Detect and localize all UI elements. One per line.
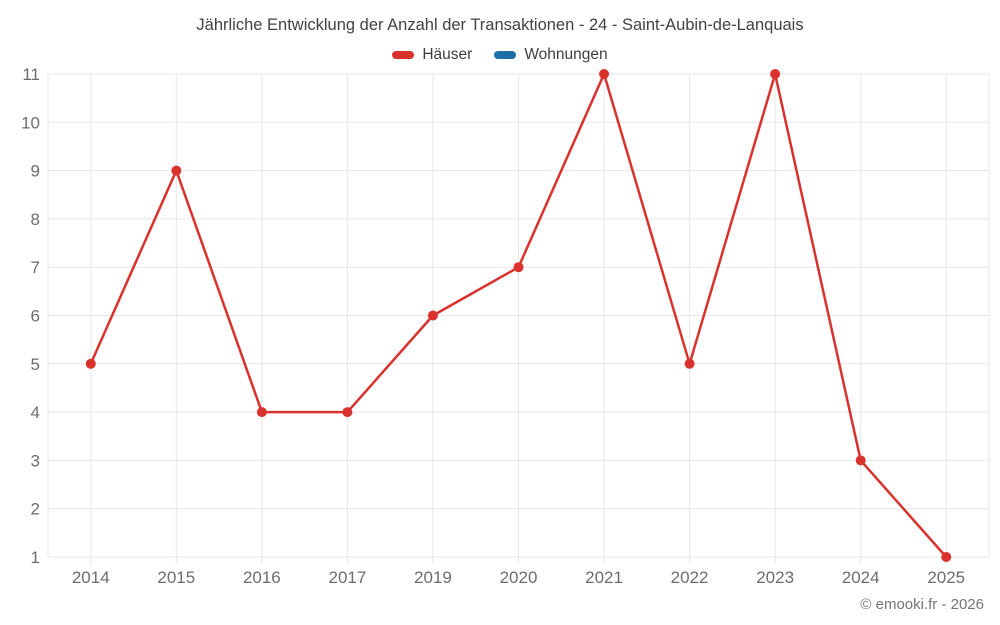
x-axis-label: 2025: [927, 568, 965, 587]
legend-swatch-hauser-icon: [392, 51, 415, 59]
x-axis-label: 2016: [243, 568, 281, 587]
x-axis-label: 2014: [72, 568, 110, 587]
y-axis-label: 10: [21, 113, 40, 132]
y-axis-label: 9: [31, 162, 40, 181]
data-point[interactable]: [941, 552, 952, 562]
legend-item-hauser[interactable]: Häuser: [392, 46, 472, 64]
y-axis-label: 8: [31, 210, 40, 229]
y-axis-label: 5: [31, 355, 40, 374]
data-point[interactable]: [342, 407, 353, 418]
x-axis-label: 2015: [157, 568, 195, 587]
y-axis-label: 7: [31, 258, 40, 277]
chart-title: Jährliche Entwicklung der Anzahl der Tra…: [196, 16, 804, 34]
y-axis-label: 3: [31, 451, 40, 470]
y-axis-label: 6: [31, 307, 40, 326]
legend-label-hauser: Häuser: [422, 46, 473, 63]
data-point[interactable]: [171, 165, 182, 176]
x-axis-label: 2019: [414, 568, 452, 587]
x-axis-label: 2020: [500, 568, 538, 587]
data-point[interactable]: [85, 358, 96, 369]
x-axis-label: 2021: [585, 568, 623, 587]
data-point[interactable]: [599, 69, 610, 79]
y-axis-label: 2: [31, 500, 40, 519]
x-axis-label: 2017: [328, 568, 366, 587]
data-point[interactable]: [513, 262, 524, 273]
data-point[interactable]: [684, 358, 695, 369]
legend-label-wohnungen: Wohnungen: [524, 46, 608, 63]
data-point[interactable]: [855, 455, 866, 466]
data-point[interactable]: [256, 407, 267, 418]
legend-item-wohnungen[interactable]: Wohnungen: [494, 46, 608, 64]
y-axis-label: 1: [31, 548, 40, 567]
data-point[interactable]: [427, 310, 438, 321]
copyright: © emooki.fr - 2026: [860, 596, 984, 613]
legend: Häuser Wohnungen: [0, 46, 1000, 64]
x-axis-label: 2024: [842, 568, 880, 587]
x-axis-label: 2023: [756, 568, 794, 587]
data-point[interactable]: [770, 69, 781, 79]
y-axis-label: 4: [31, 403, 40, 422]
legend-swatch-wohnungen-icon: [494, 51, 517, 59]
y-axis-label: 11: [22, 65, 40, 84]
x-axis-label: 2022: [671, 568, 709, 587]
